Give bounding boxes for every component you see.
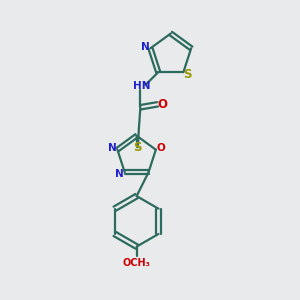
Text: O: O	[158, 98, 168, 111]
Text: S: S	[184, 68, 192, 81]
Text: N: N	[108, 143, 117, 153]
Text: HN: HN	[133, 82, 151, 92]
Text: O: O	[157, 143, 165, 153]
Text: N: N	[141, 42, 150, 52]
Text: S: S	[133, 141, 142, 154]
Text: N: N	[115, 169, 124, 179]
Text: OCH₃: OCH₃	[123, 258, 151, 268]
